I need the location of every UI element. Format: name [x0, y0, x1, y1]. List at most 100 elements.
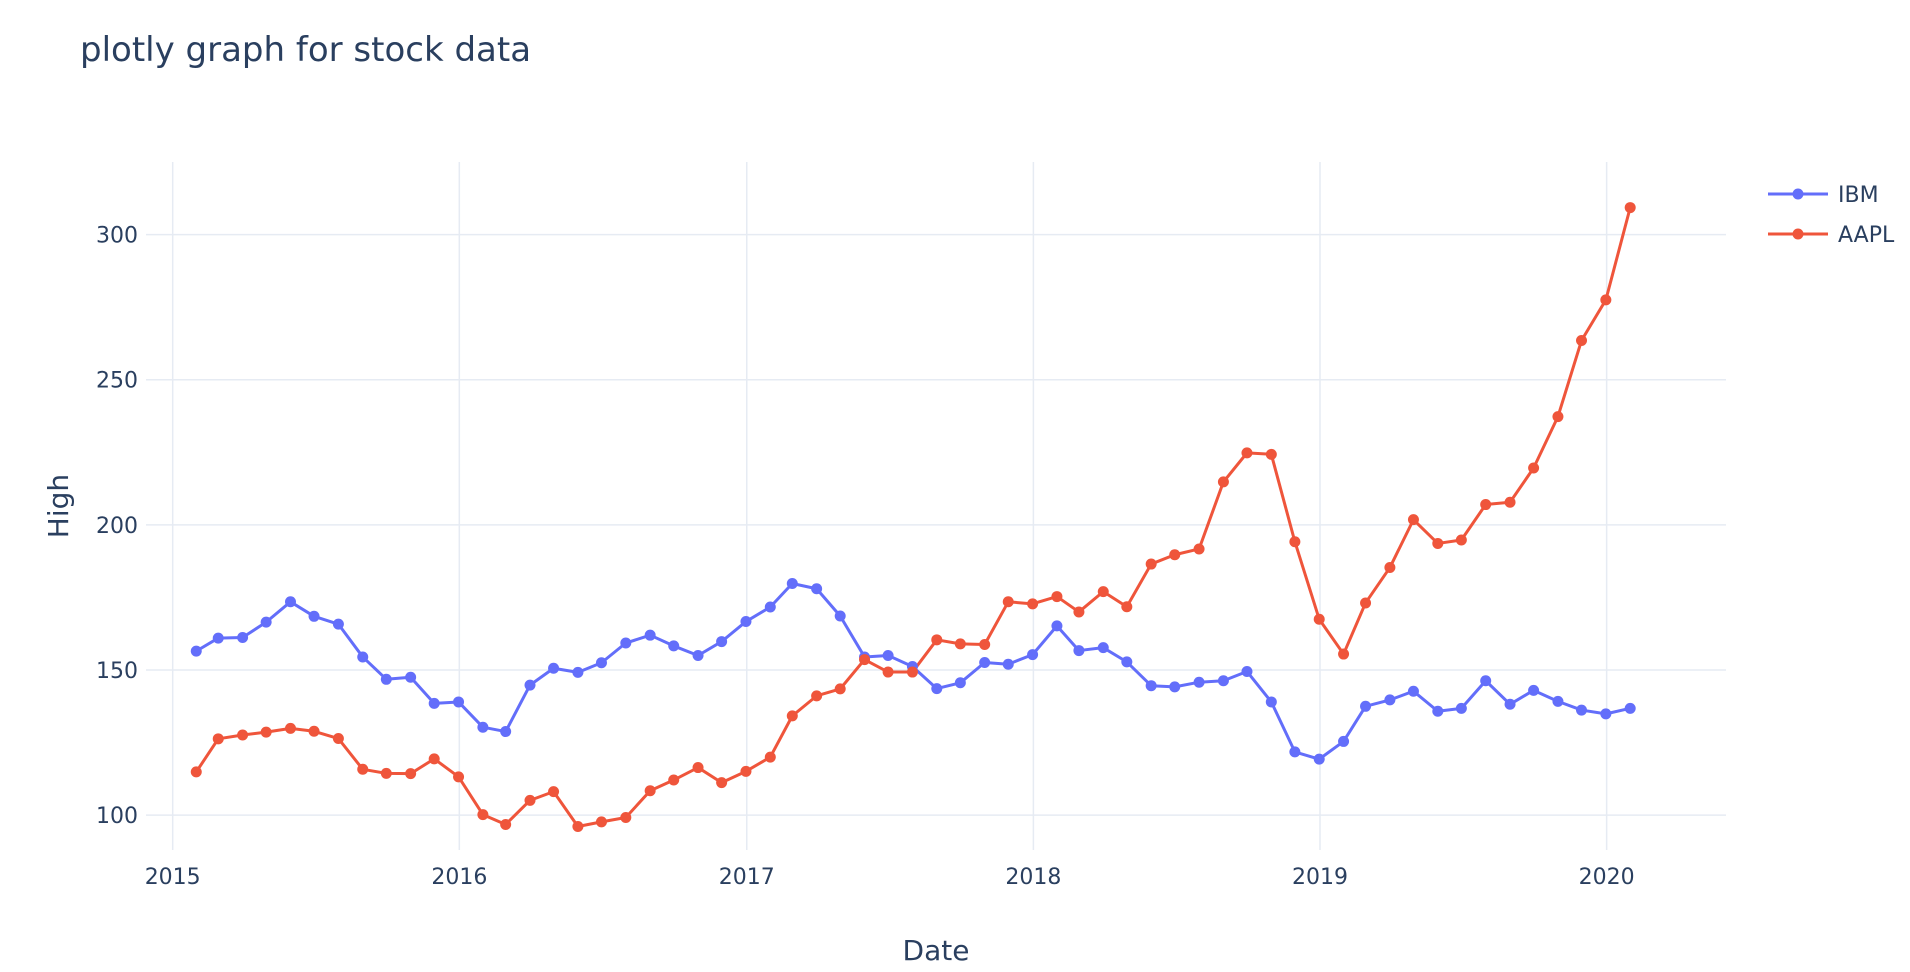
data-point-ibm[interactable]: [1313, 753, 1325, 765]
data-point-ibm[interactable]: [1600, 708, 1612, 720]
data-point-aapl[interactable]: [1576, 335, 1588, 347]
data-point-aapl[interactable]: [1217, 476, 1229, 488]
data-point-ibm[interactable]: [1407, 685, 1419, 697]
data-point-aapl[interactable]: [524, 794, 536, 806]
data-point-aapl[interactable]: [1169, 549, 1181, 561]
data-point-ibm[interactable]: [740, 616, 752, 628]
data-point-aapl[interactable]: [1313, 613, 1325, 625]
data-point-aapl[interactable]: [1600, 294, 1612, 306]
data-point-ibm[interactable]: [405, 671, 417, 683]
data-point-aapl[interactable]: [405, 768, 417, 780]
data-point-ibm[interactable]: [1384, 694, 1396, 706]
data-point-ibm[interactable]: [1624, 702, 1636, 714]
data-point-ibm[interactable]: [1051, 620, 1063, 632]
data-point-aapl[interactable]: [1121, 601, 1133, 613]
data-point-ibm[interactable]: [1121, 656, 1133, 668]
data-point-ibm[interactable]: [284, 596, 296, 608]
data-point-ibm[interactable]: [1169, 681, 1181, 693]
data-point-ibm[interactable]: [811, 583, 823, 595]
data-point-ibm[interactable]: [524, 679, 536, 691]
data-point-aapl[interactable]: [1193, 543, 1205, 555]
data-point-ibm[interactable]: [548, 662, 560, 674]
data-point-aapl[interactable]: [1241, 447, 1253, 459]
data-point-aapl[interactable]: [979, 638, 991, 650]
data-point-aapl[interactable]: [1407, 514, 1419, 526]
data-point-ibm[interactable]: [1002, 658, 1014, 670]
data-point-aapl[interactable]: [1432, 537, 1444, 549]
data-point-aapl[interactable]: [595, 816, 607, 828]
data-point-aapl[interactable]: [1027, 598, 1039, 610]
legend[interactable]: IBM AAPL: [1768, 183, 1895, 248]
data-point-aapl[interactable]: [1455, 534, 1467, 546]
data-point-ibm[interactable]: [1265, 696, 1277, 708]
data-point-ibm[interactable]: [620, 637, 632, 649]
data-point-aapl[interactable]: [716, 777, 728, 789]
data-point-aapl[interactable]: [190, 766, 202, 778]
data-point-ibm[interactable]: [260, 616, 272, 628]
data-point-aapl[interactable]: [692, 762, 704, 774]
data-point-aapl[interactable]: [620, 811, 632, 823]
data-point-aapl[interactable]: [644, 785, 656, 797]
data-point-aapl[interactable]: [1073, 606, 1085, 618]
data-point-aapl[interactable]: [859, 654, 871, 666]
data-point-aapl[interactable]: [1289, 536, 1301, 548]
data-point-ibm[interactable]: [1455, 702, 1467, 714]
data-point-ibm[interactable]: [1528, 684, 1540, 696]
data-point-aapl[interactable]: [668, 774, 680, 786]
data-point-aapl[interactable]: [1338, 648, 1350, 660]
data-point-ibm[interactable]: [692, 650, 704, 662]
data-point-aapl[interactable]: [834, 683, 846, 695]
data-point-aapl[interactable]: [1552, 411, 1564, 423]
legend-item-ibm[interactable]: IBM: [1768, 183, 1879, 208]
data-point-ibm[interactable]: [1073, 645, 1085, 657]
data-point-ibm[interactable]: [477, 721, 489, 733]
data-point-ibm[interactable]: [308, 610, 320, 622]
data-point-aapl[interactable]: [237, 729, 249, 741]
data-point-aapl[interactable]: [212, 733, 224, 745]
data-point-aapl[interactable]: [906, 666, 918, 678]
data-point-ibm[interactable]: [453, 696, 465, 708]
data-point-aapl[interactable]: [477, 809, 489, 821]
data-point-ibm[interactable]: [1504, 698, 1516, 710]
data-point-aapl[interactable]: [1384, 562, 1396, 574]
data-point-ibm[interactable]: [500, 726, 512, 738]
data-point-ibm[interactable]: [979, 656, 991, 668]
data-point-aapl[interactable]: [1145, 558, 1157, 570]
data-point-aapl[interactable]: [1528, 462, 1540, 474]
data-point-ibm[interactable]: [572, 666, 584, 678]
data-point-ibm[interactable]: [1432, 705, 1444, 717]
data-point-ibm[interactable]: [716, 636, 728, 648]
data-point-aapl[interactable]: [1360, 597, 1372, 609]
data-point-ibm[interactable]: [190, 645, 202, 657]
data-point-ibm[interactable]: [332, 618, 344, 630]
data-point-ibm[interactable]: [786, 578, 798, 590]
data-point-aapl[interactable]: [1051, 591, 1063, 603]
data-point-aapl[interactable]: [284, 722, 296, 734]
data-point-aapl[interactable]: [786, 710, 798, 722]
data-point-ibm[interactable]: [1217, 675, 1229, 687]
data-point-ibm[interactable]: [882, 650, 894, 662]
data-point-aapl[interactable]: [811, 690, 823, 702]
data-point-aapl[interactable]: [500, 818, 512, 830]
data-point-aapl[interactable]: [740, 765, 752, 777]
data-point-ibm[interactable]: [644, 629, 656, 641]
data-point-ibm[interactable]: [1241, 665, 1253, 677]
data-point-aapl[interactable]: [1265, 448, 1277, 460]
data-point-aapl[interactable]: [428, 753, 440, 765]
data-point-aapl[interactable]: [1624, 202, 1636, 214]
data-point-ibm[interactable]: [1289, 746, 1301, 758]
data-point-aapl[interactable]: [380, 767, 392, 779]
data-point-aapl[interactable]: [453, 771, 465, 783]
data-point-ibm[interactable]: [668, 640, 680, 652]
data-point-ibm[interactable]: [357, 651, 369, 663]
data-point-aapl[interactable]: [1002, 596, 1014, 608]
data-point-ibm[interactable]: [380, 673, 392, 685]
data-point-ibm[interactable]: [834, 610, 846, 622]
data-point-ibm[interactable]: [1552, 695, 1564, 707]
data-point-aapl[interactable]: [260, 726, 272, 738]
data-point-ibm[interactable]: [1145, 680, 1157, 692]
data-point-ibm[interactable]: [428, 697, 440, 709]
data-point-ibm[interactable]: [212, 632, 224, 644]
data-point-ibm[interactable]: [1027, 649, 1039, 661]
data-point-aapl[interactable]: [764, 751, 776, 763]
